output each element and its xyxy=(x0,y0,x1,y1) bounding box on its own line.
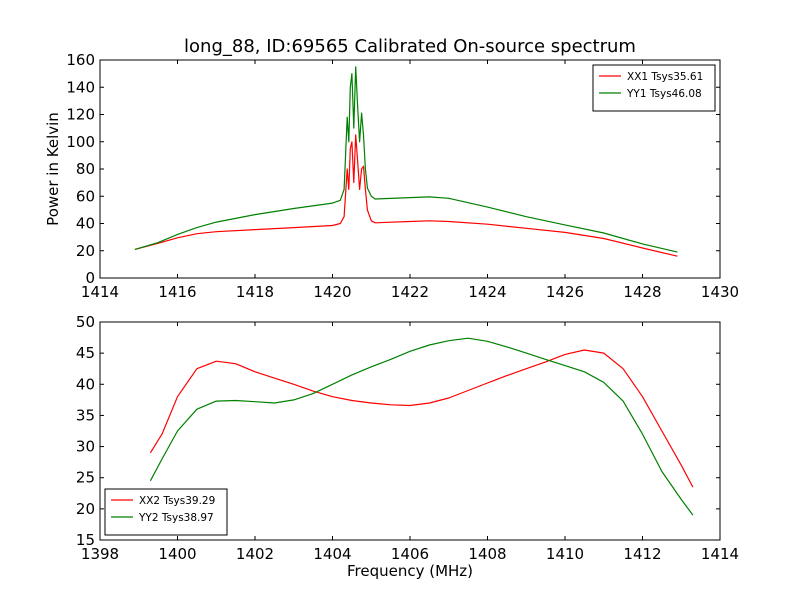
x-tick-label: 1408 xyxy=(468,545,506,563)
y-tick-label: 140 xyxy=(66,78,95,96)
y-tick-label: 60 xyxy=(76,187,95,205)
x-tick-label: 1430 xyxy=(701,283,739,301)
x-tick-label: 1400 xyxy=(158,545,196,563)
x-tick-label: 1414 xyxy=(81,283,119,301)
x-tick-label: 1422 xyxy=(391,283,429,301)
x-tick-label: 1398 xyxy=(81,545,119,563)
series-group xyxy=(149,337,694,516)
y-tick-label: 80 xyxy=(76,160,95,178)
y-tick-label: 35 xyxy=(76,406,95,424)
subplot-2: 1398 1400 1402 1404 1406 1408 1410 1412 1414 15 20… xyxy=(76,313,739,580)
x-tick-label: 1426 xyxy=(546,283,584,301)
series-line-2 xyxy=(149,337,694,516)
x-tick-label: 1406 xyxy=(391,545,429,563)
x-tick-label: 1404 xyxy=(313,545,351,563)
plots: 1414 1416 1418 1420 1422 1424 1426 1428 1430 0 20 4… xyxy=(44,36,739,580)
x-tick-label: 1428 xyxy=(623,283,661,301)
chart-title: long_88, ID:69565 Calibrated On-source s… xyxy=(184,36,636,57)
y-tick-label: 100 xyxy=(66,133,95,151)
y-tick-label: 25 xyxy=(76,469,95,487)
legend-box xyxy=(592,64,716,112)
y-tick-label: 30 xyxy=(76,438,95,456)
y-tick-label: 15 xyxy=(76,531,95,549)
y-tick-label: 20 xyxy=(76,500,95,518)
y-tick-label: 50 xyxy=(76,313,95,331)
x-tick-label: 1412 xyxy=(623,545,661,563)
series-line-1 xyxy=(134,134,678,257)
legend-label-1: XX1 Tsys35.61 xyxy=(627,71,703,83)
legend-label-2: YY2 Tsys38.97 xyxy=(138,512,214,524)
x-tick-label: 1402 xyxy=(236,545,274,563)
y-axis-label: Power in Kelvin xyxy=(44,112,62,226)
y-tick-label: 40 xyxy=(76,215,95,233)
subplot-1: 1414 1416 1418 1420 1422 1424 1426 1428 1430 0 20 4… xyxy=(44,36,739,301)
x-tick-label: 1424 xyxy=(468,283,506,301)
legend-box xyxy=(104,488,228,536)
x-tick-label: 1420 xyxy=(313,283,351,301)
x-tick-label: 1414 xyxy=(701,545,739,563)
y-tick-label: 40 xyxy=(76,375,95,393)
y-tick-label: 45 xyxy=(76,344,95,362)
y-tick-label: 20 xyxy=(76,242,95,260)
legend: XX1 Tsys35.61 YY1 Tsys46.08 xyxy=(592,64,716,112)
series-group xyxy=(134,66,678,257)
series-line-2 xyxy=(134,66,678,253)
y-tick-label: 0 xyxy=(85,269,95,287)
x-tick-label: 1410 xyxy=(546,545,584,563)
y-tick-label: 160 xyxy=(66,51,95,69)
legend-label-2: YY1 Tsys46.08 xyxy=(626,88,702,100)
y-tick-label: 120 xyxy=(66,106,95,124)
x-tick-label: 1418 xyxy=(236,283,274,301)
series-line-1 xyxy=(149,349,694,488)
legend: XX2 Tsys39.29 YY2 Tsys38.97 xyxy=(104,488,228,536)
x-axis-label: Frequency (MHz) xyxy=(347,562,473,580)
x-tick-label: 1416 xyxy=(158,283,196,301)
legend-label-1: XX2 Tsys39.29 xyxy=(139,495,215,507)
